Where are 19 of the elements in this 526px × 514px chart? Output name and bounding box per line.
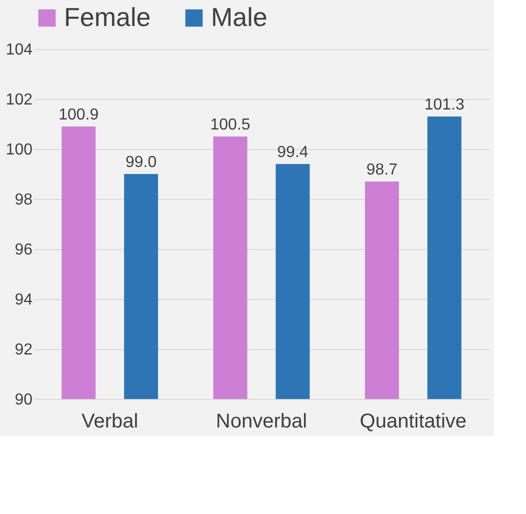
x-tick-label: Verbal (81, 410, 138, 432)
y-tick-label: 98 (14, 192, 33, 208)
legend-label: Female (64, 2, 151, 32)
x-tick-label: Quantitative (360, 410, 467, 432)
data-label: 100.5 (210, 116, 250, 134)
data-label: 99.0 (125, 154, 157, 171)
y-tick-label: 90 (14, 392, 33, 408)
y-tick-label: 100 (6, 142, 33, 158)
y-tick-label: 96 (14, 242, 33, 258)
y-tick-label: 94 (14, 292, 33, 308)
y-tick-label: 102 (6, 92, 33, 108)
data-label: 98.7 (366, 162, 398, 178)
data-label: 99.4 (277, 144, 308, 161)
x-tick-label: Nonverbal (216, 410, 308, 432)
y-tick-label: 92 (14, 342, 33, 358)
data-label: 101.3 (424, 96, 465, 114)
legend-label: Male (211, 2, 268, 32)
data-label: 100.9 (58, 106, 99, 124)
y-tick-label: 104 (6, 42, 33, 58)
